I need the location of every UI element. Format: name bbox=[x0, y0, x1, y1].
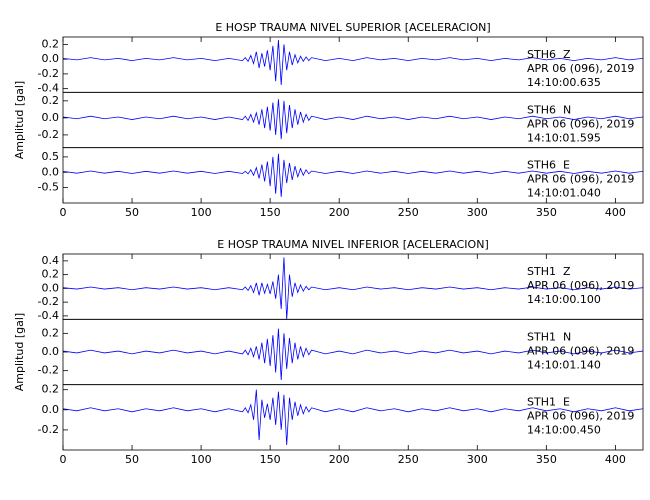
date-label: APR 06 (096), 2019 bbox=[527, 410, 634, 423]
trace bbox=[62, 39, 644, 85]
date-label: APR 06 (096), 2019 bbox=[527, 279, 634, 292]
y-tick-label: 0.4 bbox=[42, 254, 60, 267]
y-tick-label: 0.0 bbox=[42, 403, 60, 416]
y-tick-label: 0.5 bbox=[42, 150, 60, 163]
y-tick-label: 0.2 bbox=[42, 94, 60, 107]
time-label: 14:10:01.040 bbox=[527, 187, 601, 200]
y-tick-label: -0.4 bbox=[38, 82, 59, 95]
y-tick-label: 0.0 bbox=[42, 52, 60, 65]
date-label: APR 06 (096), 2019 bbox=[527, 117, 634, 130]
chart-title: E HOSP TRAUMA NIVEL SUPERIOR [ACELERACIO… bbox=[215, 21, 490, 34]
x-tick-label: 100 bbox=[191, 453, 212, 466]
trace bbox=[62, 99, 644, 140]
x-tick-label: 200 bbox=[329, 206, 350, 219]
station-label: STH6 N bbox=[527, 103, 571, 116]
x-tick-label: 250 bbox=[398, 453, 419, 466]
station-label: STH1 Z bbox=[527, 265, 571, 278]
station-label: STH6 Z bbox=[527, 48, 571, 61]
y-tick-label: -0.2 bbox=[38, 364, 59, 377]
x-tick-label: 50 bbox=[125, 453, 139, 466]
trace bbox=[62, 389, 644, 445]
x-tick-label: 50 bbox=[125, 206, 139, 219]
y-tick-label: 0.0 bbox=[42, 345, 60, 358]
trace bbox=[62, 328, 644, 381]
y-tick-label: -0.4 bbox=[38, 309, 59, 322]
x-tick-label: 400 bbox=[605, 453, 626, 466]
time-label: 14:10:01.595 bbox=[527, 131, 601, 144]
y-axis-label: Amplitud [gal] bbox=[13, 313, 26, 391]
y-tick-label: -0.2 bbox=[38, 295, 59, 308]
y-tick-label: 0.2 bbox=[42, 383, 60, 396]
date-label: APR 06 (096), 2019 bbox=[527, 173, 634, 186]
x-tick-label: 200 bbox=[329, 453, 350, 466]
x-tick-label: 350 bbox=[536, 453, 557, 466]
date-label: APR 06 (096), 2019 bbox=[527, 344, 634, 357]
x-tick-label: 300 bbox=[467, 206, 488, 219]
x-tick-label: 0 bbox=[60, 453, 67, 466]
y-tick-label: 0.2 bbox=[42, 37, 60, 50]
y-tick-label: 0.2 bbox=[42, 268, 60, 281]
x-tick-label: 150 bbox=[260, 453, 281, 466]
y-tick-label: -0.5 bbox=[38, 181, 59, 194]
trace bbox=[62, 153, 644, 197]
time-label: 14:10:00.450 bbox=[527, 424, 601, 437]
station-label: STH1 E bbox=[527, 396, 570, 409]
y-tick-label: 0.0 bbox=[42, 165, 60, 178]
station-label: STH1 N bbox=[527, 330, 571, 343]
time-label: 14:10:01.140 bbox=[527, 358, 601, 371]
panel-frame bbox=[62, 147, 644, 204]
y-tick-label: -0.2 bbox=[38, 67, 59, 80]
x-tick-label: 150 bbox=[260, 206, 281, 219]
x-tick-label: 400 bbox=[605, 206, 626, 219]
x-tick-label: 300 bbox=[467, 453, 488, 466]
x-tick-label: 250 bbox=[398, 206, 419, 219]
y-axis-label: Amplitud [gal] bbox=[13, 81, 26, 159]
chart-title: E HOSP TRAUMA NIVEL INFERIOR [ACELERACIO… bbox=[217, 238, 488, 251]
time-label: 14:10:00.635 bbox=[527, 76, 601, 89]
trace bbox=[62, 257, 644, 320]
y-tick-label: 0.0 bbox=[42, 281, 60, 294]
x-tick-label: 100 bbox=[191, 206, 212, 219]
x-tick-label: 350 bbox=[536, 206, 557, 219]
date-label: APR 06 (096), 2019 bbox=[527, 62, 634, 75]
x-tick-label: 0 bbox=[60, 206, 67, 219]
station-label: STH6 E bbox=[527, 159, 570, 172]
panel-frame bbox=[62, 384, 644, 451]
y-tick-label: -0.2 bbox=[38, 128, 59, 141]
y-tick-label: 0.0 bbox=[42, 111, 60, 124]
y-tick-label: 0.2 bbox=[42, 326, 60, 339]
time-label: 14:10:00.100 bbox=[527, 293, 601, 306]
y-tick-label: -0.2 bbox=[38, 423, 59, 436]
